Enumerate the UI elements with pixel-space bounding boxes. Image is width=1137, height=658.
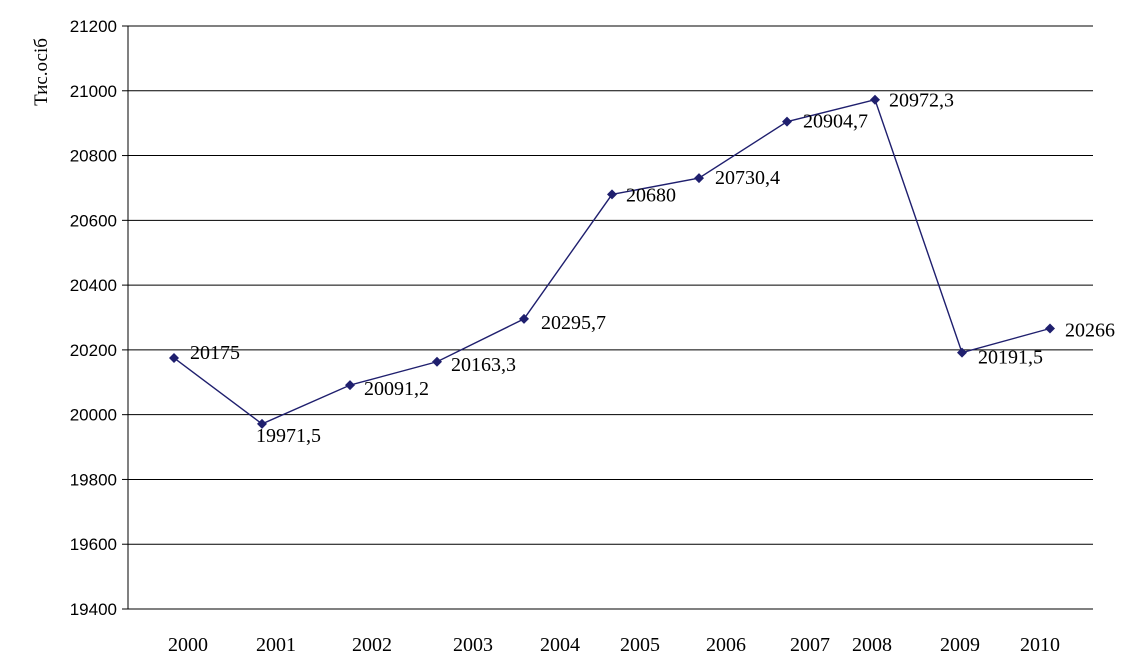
data-label: 20904,7	[803, 111, 868, 133]
x-tick-label: 2008	[852, 634, 892, 656]
data-label: 19971,5	[256, 425, 321, 447]
x-tick-label: 2000	[168, 634, 208, 656]
x-tick-label: 2007	[790, 634, 830, 656]
data-label: 20191,5	[978, 347, 1043, 369]
x-tick-label: 2004	[540, 634, 580, 656]
data-point-marker	[345, 380, 355, 391]
x-tick-label: 2010	[1020, 634, 1060, 656]
data-label: 20972,3	[889, 90, 954, 112]
data-label: 20175	[190, 342, 240, 364]
data-point-marker	[432, 356, 442, 367]
data-point-marker	[957, 347, 967, 358]
data-point-marker	[694, 173, 704, 184]
y-tick-label: 20000	[70, 406, 117, 425]
data-point-marker	[519, 313, 529, 324]
y-tick-label: 20400	[70, 276, 117, 295]
x-tick-label: 2009	[940, 634, 980, 656]
x-tick-label: 2003	[453, 634, 493, 656]
y-tick-label: 20600	[70, 211, 117, 230]
data-point-marker	[607, 189, 617, 200]
y-tick-label: 19800	[70, 470, 117, 489]
data-label: 20091,2	[364, 378, 429, 400]
x-tick-label: 2005	[620, 634, 660, 656]
y-tick-label: 20200	[70, 341, 117, 360]
y-tick-label: 19600	[70, 535, 117, 554]
y-tick-label: 21200	[70, 17, 117, 36]
data-label: 20163,3	[451, 354, 516, 376]
data-point-marker	[257, 418, 267, 429]
data-point-marker	[169, 352, 179, 363]
y-axis-label: Тис.осіб	[31, 38, 52, 106]
y-tick-label: 20800	[70, 147, 117, 166]
x-tick-label: 2002	[352, 634, 392, 656]
data-point-marker	[870, 94, 880, 105]
data-label: 20680	[626, 184, 676, 206]
data-label: 20266	[1065, 320, 1115, 342]
series-line	[173, 98, 1051, 425]
data-label: 20730,4	[715, 167, 780, 189]
data-label: 20295,7	[541, 312, 606, 334]
x-tick-label: 2006	[706, 634, 746, 656]
data-point-marker	[782, 116, 792, 127]
y-tick-label: 19400	[70, 600, 117, 619]
data-point-marker	[1045, 323, 1055, 334]
y-tick-label: 21000	[70, 82, 117, 101]
x-tick-label: 2001	[256, 634, 296, 656]
